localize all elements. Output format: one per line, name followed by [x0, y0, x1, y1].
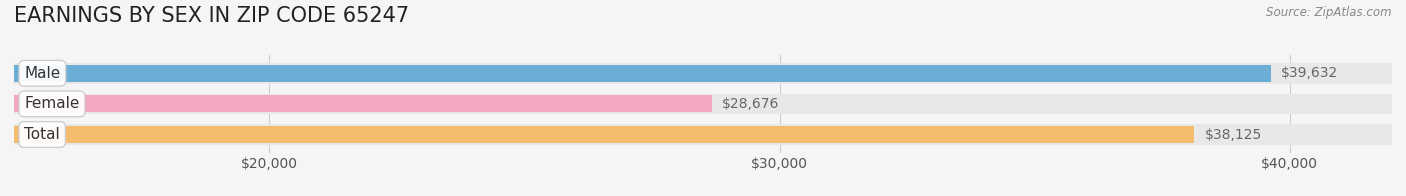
- Bar: [14, 126, 1194, 143]
- Bar: [14, 63, 1392, 83]
- Bar: [14, 95, 711, 112]
- Text: $38,125: $38,125: [1205, 128, 1261, 142]
- Bar: [14, 94, 1392, 114]
- Text: EARNINGS BY SEX IN ZIP CODE 65247: EARNINGS BY SEX IN ZIP CODE 65247: [14, 6, 409, 26]
- Text: Female: Female: [24, 96, 80, 111]
- Text: Male: Male: [24, 66, 60, 81]
- Bar: [14, 65, 1271, 82]
- Text: Total: Total: [24, 127, 60, 142]
- Text: $28,676: $28,676: [723, 97, 779, 111]
- Text: Source: ZipAtlas.com: Source: ZipAtlas.com: [1267, 6, 1392, 19]
- Text: $39,632: $39,632: [1281, 66, 1339, 80]
- Bar: [14, 124, 1392, 145]
